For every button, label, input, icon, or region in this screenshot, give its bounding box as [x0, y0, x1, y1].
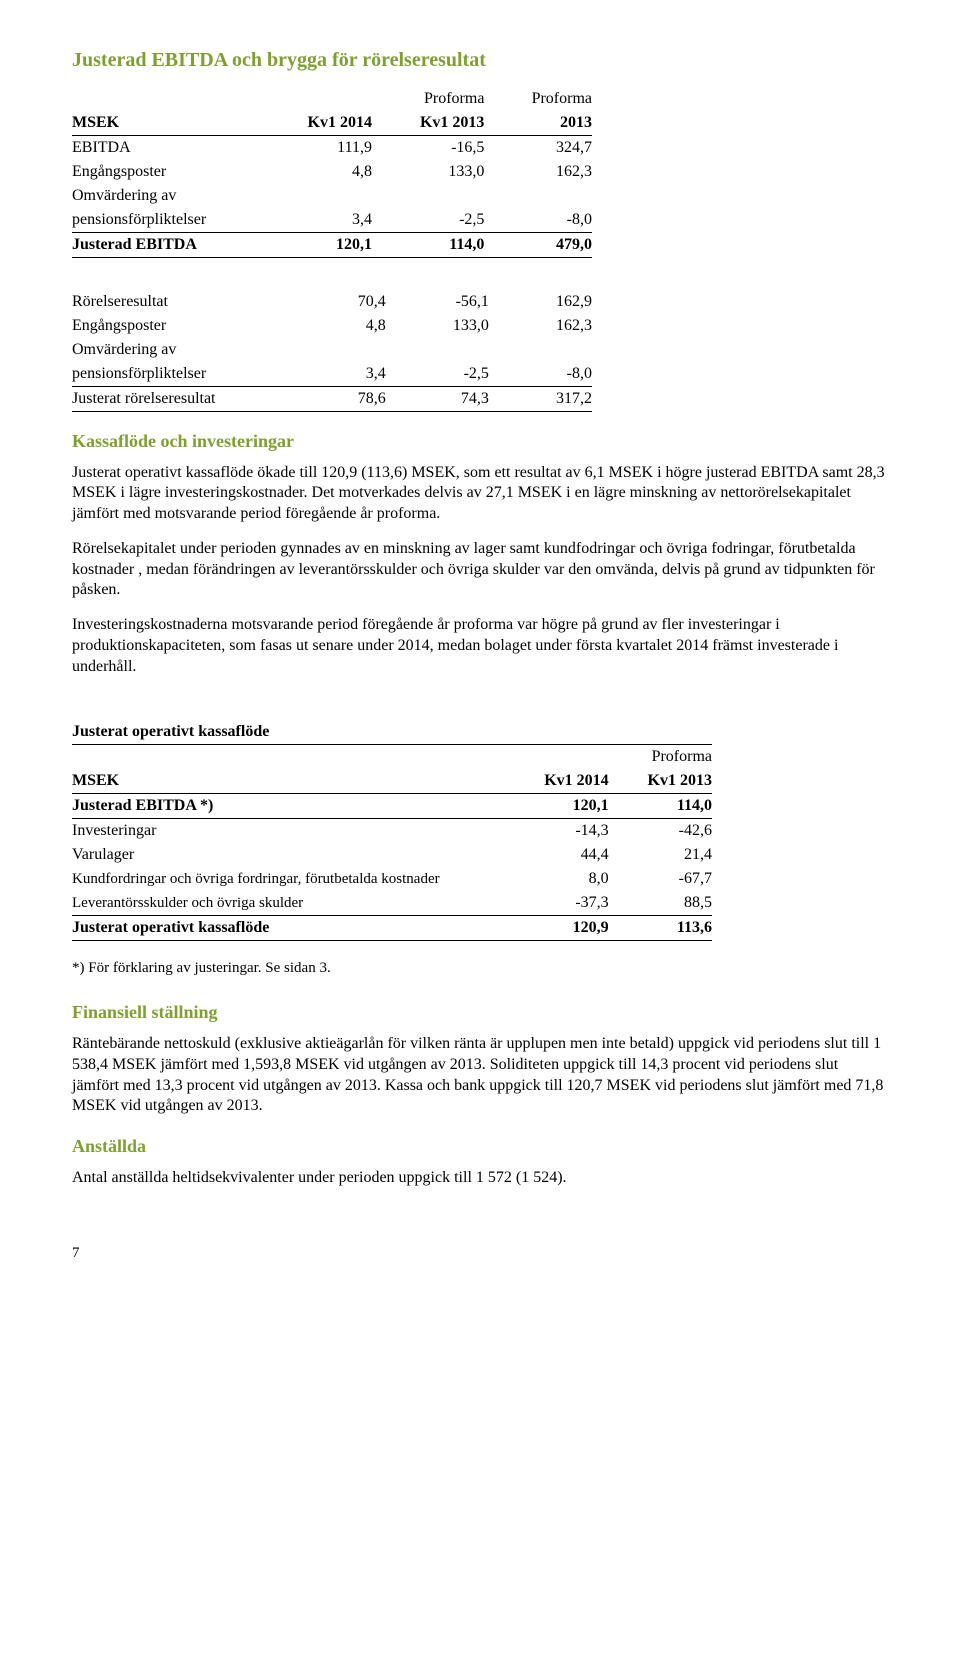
- col-header: Proforma: [372, 87, 484, 111]
- table-title: Justerat operativt kassaflöde: [72, 720, 712, 745]
- row-label: Justerad EBITDA: [72, 233, 260, 258]
- cell-value: 114,0: [372, 233, 484, 258]
- col-header: Kv1 2013: [609, 769, 712, 794]
- table-row: pensionsförpliktelser 3,4 -2,5 -8,0: [72, 208, 592, 233]
- body-paragraph: Antal anställda heltidsekvivalenter unde…: [72, 1168, 888, 1189]
- table-row: Rörelseresultat 70,4 -56,1 162,9: [72, 290, 592, 314]
- table-row: Investeringar -14,3 -42,6: [72, 818, 712, 843]
- table-row: Kundfordringar och övriga fordringar, fö…: [72, 867, 712, 891]
- row-label: Justerad EBITDA *): [72, 793, 505, 818]
- cell-value: -16,5: [372, 136, 484, 161]
- table-header-row: Proforma: [72, 744, 712, 769]
- table-operating-cashflow: Justerat operativt kassaflöde Proforma M…: [72, 720, 712, 941]
- col-header: Kv1 2014: [260, 111, 372, 136]
- cell-value: 113,6: [609, 915, 712, 940]
- row-label: Investeringar: [72, 818, 505, 843]
- table-title-row: Justerat operativt kassaflöde: [72, 720, 712, 745]
- cell-value: 162,3: [489, 314, 592, 338]
- row-label: Kundfordringar och övriga fordringar, fö…: [72, 867, 505, 891]
- cell-value: -42,6: [609, 818, 712, 843]
- cell-value: 324,7: [484, 136, 592, 161]
- body-paragraph: Justerat operativt kassaflöde ökade till…: [72, 463, 888, 525]
- cell-value: 44,4: [505, 843, 608, 867]
- section-title-ebitda: Justerad EBITDA och brygga för rörelsere…: [72, 48, 888, 73]
- cell-value: 70,4: [283, 290, 386, 314]
- table-header-row: MSEK Kv1 2014 Kv1 2013 2013: [72, 111, 592, 136]
- cell-value: 133,0: [372, 160, 484, 184]
- table-row: EBITDA 111,9 -16,5 324,7: [72, 136, 592, 161]
- col-header: MSEK: [72, 111, 260, 136]
- section-title-employees: Anställda: [72, 1135, 888, 1158]
- col-header: MSEK: [72, 769, 505, 794]
- page-number: 7: [72, 1244, 888, 1263]
- cell-value: 479,0: [484, 233, 592, 258]
- cell-value: -2,5: [372, 208, 484, 233]
- row-label: pensionsförpliktelser: [72, 362, 283, 387]
- table-row: Justerat rörelseresultat 78,6 74,3 317,2: [72, 387, 592, 412]
- cell-value: -56,1: [386, 290, 489, 314]
- cell-value: -8,0: [489, 362, 592, 387]
- row-label: pensionsförpliktelser: [72, 208, 260, 233]
- cell-value: 133,0: [386, 314, 489, 338]
- body-paragraph: Investeringskostnaderna motsvarande peri…: [72, 615, 888, 677]
- table-row: Justerad EBITDA *) 120,1 114,0: [72, 793, 712, 818]
- row-label: Rörelseresultat: [72, 290, 283, 314]
- table-row: Varulager 44,4 21,4: [72, 843, 712, 867]
- row-label: Justerat operativt kassaflöde: [72, 915, 505, 940]
- cell-value: 120,9: [505, 915, 608, 940]
- cell-value: 3,4: [283, 362, 386, 387]
- table-row: Justerad EBITDA 120,1 114,0 479,0: [72, 233, 592, 258]
- table-row: Engångsposter 4,8 133,0 162,3: [72, 160, 592, 184]
- cell-value: 111,9: [260, 136, 372, 161]
- table-row: Omvärdering av: [72, 184, 592, 208]
- footnote-text: *) För förklaring av justeringar. Se sid…: [72, 959, 888, 978]
- cell-value: 114,0: [609, 793, 712, 818]
- table-row: Omvärdering av: [72, 338, 592, 362]
- table-row: Engångsposter 4,8 133,0 162,3: [72, 314, 592, 338]
- row-label: Omvärdering av: [72, 338, 283, 362]
- cell-value: 162,3: [484, 160, 592, 184]
- col-header: 2013: [484, 111, 592, 136]
- cell-value: -8,0: [484, 208, 592, 233]
- table-operating-result-bridge: Rörelseresultat 70,4 -56,1 162,9 Engångs…: [72, 290, 592, 412]
- row-label: Engångsposter: [72, 160, 260, 184]
- section-title-financial-position: Finansiell ställning: [72, 1001, 888, 1024]
- table-row: Leverantörsskulder och övriga skulder -3…: [72, 891, 712, 916]
- body-paragraph: Rörelsekapitalet under perioden gynnades…: [72, 539, 888, 601]
- cell-value: 74,3: [386, 387, 489, 412]
- cell-value: -67,7: [609, 867, 712, 891]
- cell-value: 162,9: [489, 290, 592, 314]
- cell-value: 120,1: [260, 233, 372, 258]
- col-header: Kv1 2013: [372, 111, 484, 136]
- cell-value: 4,8: [283, 314, 386, 338]
- cell-value: -37,3: [505, 891, 608, 916]
- row-label: Engångsposter: [72, 314, 283, 338]
- row-label: Leverantörsskulder och övriga skulder: [72, 891, 505, 916]
- table-header-row: MSEK Kv1 2014 Kv1 2013: [72, 769, 712, 794]
- row-label: Varulager: [72, 843, 505, 867]
- cell-value: 21,4: [609, 843, 712, 867]
- col-header: Proforma: [609, 744, 712, 769]
- cell-value: 317,2: [489, 387, 592, 412]
- row-label: EBITDA: [72, 136, 260, 161]
- table-header-row: Proforma Proforma: [72, 87, 592, 111]
- cell-value: 88,5: [609, 891, 712, 916]
- table-row: Justerat operativt kassaflöde 120,9 113,…: [72, 915, 712, 940]
- cell-value: 8,0: [505, 867, 608, 891]
- cell-value: 78,6: [283, 387, 386, 412]
- col-header: Proforma: [484, 87, 592, 111]
- row-label: Justerat rörelseresultat: [72, 387, 283, 412]
- body-paragraph: Räntebärande nettoskuld (exklusive aktie…: [72, 1034, 888, 1117]
- cell-value: 4,8: [260, 160, 372, 184]
- cell-value: 3,4: [260, 208, 372, 233]
- cell-value: -2,5: [386, 362, 489, 387]
- row-label: Omvärdering av: [72, 184, 260, 208]
- cell-value: -14,3: [505, 818, 608, 843]
- table-row: pensionsförpliktelser 3,4 -2,5 -8,0: [72, 362, 592, 387]
- section-title-cashflow: Kassaflöde och investeringar: [72, 430, 888, 453]
- cell-value: 120,1: [505, 793, 608, 818]
- col-header: Kv1 2014: [505, 769, 608, 794]
- table-ebitda-bridge: Proforma Proforma MSEK Kv1 2014 Kv1 2013…: [72, 87, 592, 258]
